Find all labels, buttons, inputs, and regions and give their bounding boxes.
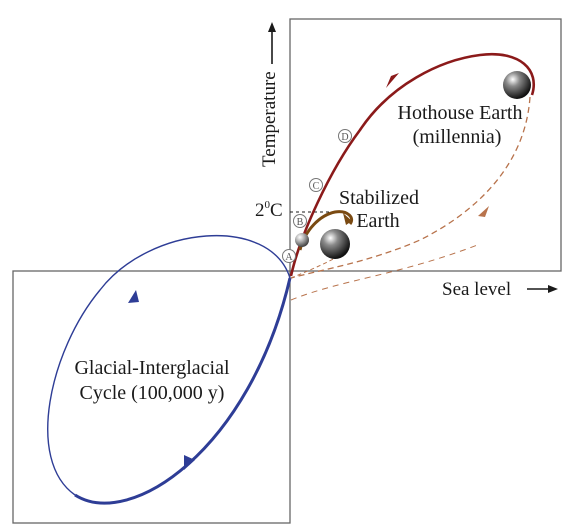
threshold-degree-sup: 0	[265, 199, 271, 211]
threshold-label: 20C	[255, 199, 283, 221]
point-a-label: A	[285, 252, 293, 263]
hothouse-subtitle: (millennia)	[413, 126, 502, 148]
temperature-axis-label: Temperature	[259, 71, 280, 167]
point-c-label: C	[313, 181, 320, 192]
point-d-label: D	[341, 132, 348, 143]
point-b-label: B	[297, 217, 304, 228]
point-a-marker	[282, 249, 296, 263]
point-d-marker	[338, 129, 352, 143]
hothouse-earth-sphere	[503, 71, 531, 99]
sea-level-arrowhead-icon	[548, 285, 558, 293]
glacial-cycle-loop-thin	[47, 234, 291, 496]
glacial-title: Glacial-Interglacial	[74, 357, 230, 379]
hothouse-title: Hothouse Earth	[398, 102, 523, 124]
stabilized-arrow-icon	[343, 213, 352, 225]
stabilized-title: Stabilized	[339, 187, 419, 209]
sea-level-axis-label: Sea level	[442, 279, 511, 300]
threshold-unit: C	[270, 200, 283, 221]
glacial-region-box	[12, 270, 291, 524]
threshold-value: 2	[255, 200, 265, 221]
dashed-return-arrow-icon	[478, 206, 489, 217]
glacial-subtitle: Cycle (100,000 y)	[80, 382, 225, 404]
current-earth-sphere	[295, 233, 309, 247]
hothouse-dashed-return	[290, 96, 531, 279]
stabilized-earth-sphere	[320, 229, 350, 259]
lower-dashed-return	[290, 243, 481, 301]
point-b-marker	[293, 214, 307, 228]
hothouse-region-box	[289, 18, 562, 272]
stabilized-dashed-tail	[290, 251, 346, 279]
point-c-marker	[309, 178, 323, 192]
stabilized-subtitle: Earth	[356, 210, 399, 232]
temperature-arrowhead-icon	[268, 22, 276, 32]
hothouse-trajectory	[289, 52, 535, 277]
stabilized-trajectory	[298, 210, 354, 251]
glacial-cycle-arrow-down-icon	[184, 455, 195, 470]
hothouse-arrow-icon	[386, 73, 399, 88]
glacial-cycle-arrow-up-icon	[128, 290, 139, 303]
